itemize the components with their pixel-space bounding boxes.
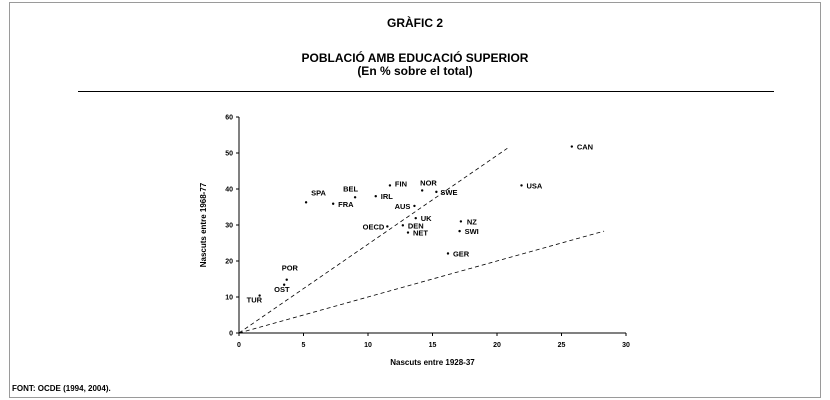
- point-spa: [304, 201, 308, 204]
- point-fin: [388, 184, 392, 187]
- point-net: [406, 231, 410, 234]
- x-tick-label: 20: [493, 342, 501, 349]
- y-tick-label: 30: [225, 223, 233, 230]
- point-swe: [435, 190, 438, 194]
- point-label-oecd: OECD: [363, 222, 385, 231]
- point-label-fra: FRA: [338, 200, 354, 209]
- point-bel: [353, 196, 357, 199]
- point-label-swe: SWE: [440, 188, 457, 197]
- point-nor: [420, 189, 424, 192]
- point-label-nor: NOR: [420, 178, 437, 187]
- x-tick-label: 30: [622, 342, 630, 349]
- point-label-ger: GER: [453, 249, 470, 258]
- point-can: [570, 145, 574, 148]
- x-tick-label: 5: [302, 342, 306, 349]
- point-usa: [520, 184, 523, 187]
- chart-subtitle: (En % sobre el total): [357, 64, 473, 78]
- y-tick-label: 60: [225, 115, 233, 122]
- point-tur: [258, 294, 261, 297]
- point-label-fin: FIN: [395, 179, 407, 188]
- point-label-uk: UK: [421, 214, 432, 223]
- graphic-number: GRÀFIC 2: [386, 16, 443, 30]
- y-tick-label: 50: [225, 151, 233, 158]
- point-ost: [282, 283, 286, 286]
- point-label-net: NET: [413, 229, 428, 238]
- title-divider: [78, 91, 774, 92]
- x-tick-label: 10: [364, 342, 372, 349]
- point-label-tur: TUR: [247, 296, 263, 305]
- y-axis-label: Nascuts entre 1968-77: [199, 182, 208, 267]
- x-tick-label: 0: [237, 342, 241, 349]
- reference-lines: [238, 147, 605, 334]
- y-tick-label: 10: [225, 295, 233, 302]
- reference-line: [238, 147, 508, 334]
- x-tick-label: 15: [429, 342, 437, 349]
- point-fra: [331, 202, 335, 205]
- y-tick-label: 20: [225, 259, 233, 266]
- point-label-den: DEN: [408, 221, 424, 230]
- chart-title: POBLACIÓ AMB EDUCACIÓ SUPERIOR: [301, 51, 529, 65]
- figure-frame: GRÀFIC 2 POBLACIÓ AMB EDUCACIÓ SUPERIOR …: [9, 2, 821, 398]
- point-label-ost: OST: [274, 285, 290, 294]
- point-nz: [459, 220, 463, 223]
- point-label-nz: NZ: [467, 217, 477, 226]
- point-por: [285, 278, 288, 281]
- point-oecd: [386, 225, 389, 228]
- source-note: FONT: OCDE (1994, 2004).: [12, 384, 111, 393]
- point-label-usa: USA: [527, 181, 543, 190]
- point-label-bel: BEL: [343, 184, 358, 193]
- point-ger: [446, 252, 450, 255]
- point-swi: [458, 229, 461, 233]
- point-uk: [414, 216, 417, 220]
- point-irl: [374, 195, 377, 198]
- reference-line: [238, 230, 605, 334]
- x-axis-label: Nascuts entre 1928-37: [390, 358, 475, 367]
- axes-group: 0 5 10 15 20 25 30 0 10 20 30 40 50 60: [225, 115, 630, 350]
- point-label-aus: AUS: [395, 202, 411, 211]
- y-tick-label: 0: [229, 331, 233, 338]
- point-den: [401, 224, 405, 227]
- point-label-spa: SPA: [311, 188, 326, 197]
- point-label-can: CAN: [577, 143, 593, 152]
- y-tick-label: 40: [225, 187, 233, 194]
- point-label-irl: IRL: [381, 192, 394, 201]
- point-aus: [413, 204, 416, 208]
- x-tick-label: 25: [558, 342, 566, 349]
- point-label-swi: SWI: [465, 227, 479, 236]
- point-label-por: POR: [282, 264, 299, 273]
